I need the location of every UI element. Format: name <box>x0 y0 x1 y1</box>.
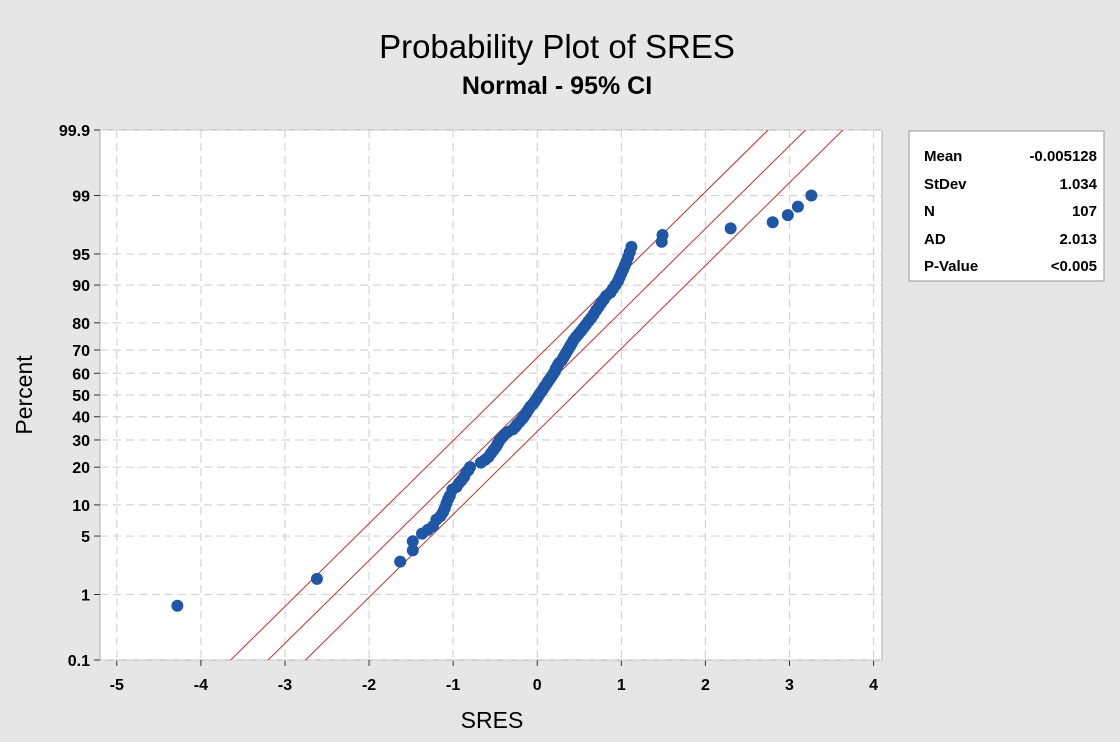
stat-value-ad: 2.013 <box>1059 231 1097 248</box>
data-point <box>310 572 323 585</box>
x-tick-label: -1 <box>446 677 460 694</box>
y-tick-label: 20 <box>72 460 90 477</box>
y-tick-label: 0.1 <box>68 653 90 670</box>
ci-lower-line <box>304 130 844 660</box>
y-tick-label: 40 <box>72 410 90 427</box>
data-point <box>406 544 419 557</box>
x-tick-label: 1 <box>617 677 626 694</box>
stat-label-mean: Mean <box>924 148 962 165</box>
stat-value-stdev: 1.034 <box>1059 176 1097 193</box>
y-axis-label: Percent <box>11 355 37 435</box>
tick-labels: -5 -4 -3 -2 -1 0 1 2 3 4 0.1 1 5 10 20 30 40 50 60 70 80 90 95… <box>59 123 878 694</box>
stat-value-n: 107 <box>1072 203 1097 220</box>
y-tick-label: 99 <box>72 189 90 206</box>
x-tick-label: -5 <box>110 677 124 694</box>
data-point <box>394 555 407 568</box>
x-tick-label: 0 <box>533 677 542 694</box>
y-tick-label: 60 <box>72 366 90 383</box>
data-point <box>791 200 804 213</box>
y-tick-label: 5 <box>81 529 90 546</box>
ci-upper-line <box>230 130 769 660</box>
y-tick-label: 30 <box>72 433 90 450</box>
stat-label-n: N <box>924 203 935 220</box>
stat-label-stdev: StDev <box>924 176 967 193</box>
y-tick-label: 99.9 <box>59 123 90 140</box>
stats-box-frame <box>908 130 1105 282</box>
y-tick-label: 90 <box>72 278 90 295</box>
data-point <box>781 209 794 222</box>
y-tick-label: 95 <box>72 247 90 264</box>
y-tick-label: 10 <box>72 498 90 515</box>
stats-box: Mean -0.005128 StDev 1.034 N 107 AD 2.01… <box>908 130 1105 282</box>
x-tick-label: -3 <box>278 677 292 694</box>
data-point <box>625 240 638 253</box>
data-point <box>463 461 476 474</box>
x-tick-label: 2 <box>701 677 710 694</box>
data-point <box>656 228 669 241</box>
data-point <box>766 216 779 229</box>
y-tick-label: 50 <box>72 388 90 405</box>
stat-label-ad: AD <box>924 231 946 248</box>
y-tick-label: 80 <box>72 316 90 333</box>
y-tick-label: 1 <box>81 587 90 604</box>
x-tick-label: 4 <box>869 677 878 694</box>
data-points <box>171 189 818 612</box>
chart-subtitle: Normal - 95% CI <box>462 72 652 100</box>
stat-value-p-value: <0.005 <box>1051 258 1097 275</box>
stat-label-p-value: P-Value <box>924 258 978 275</box>
x-axis-label: SRES <box>461 707 524 733</box>
x-tick-label: -4 <box>194 677 208 694</box>
data-point <box>171 599 184 612</box>
x-tick-label: -2 <box>362 677 376 694</box>
data-point <box>724 222 737 235</box>
data-point <box>406 535 419 548</box>
data-point <box>805 189 818 202</box>
y-tick-label: 70 <box>72 343 90 360</box>
x-tick-label: 3 <box>785 677 794 694</box>
chart-title: Probability Plot of SRES <box>379 28 735 65</box>
stat-value-mean: -0.005128 <box>1029 148 1097 165</box>
